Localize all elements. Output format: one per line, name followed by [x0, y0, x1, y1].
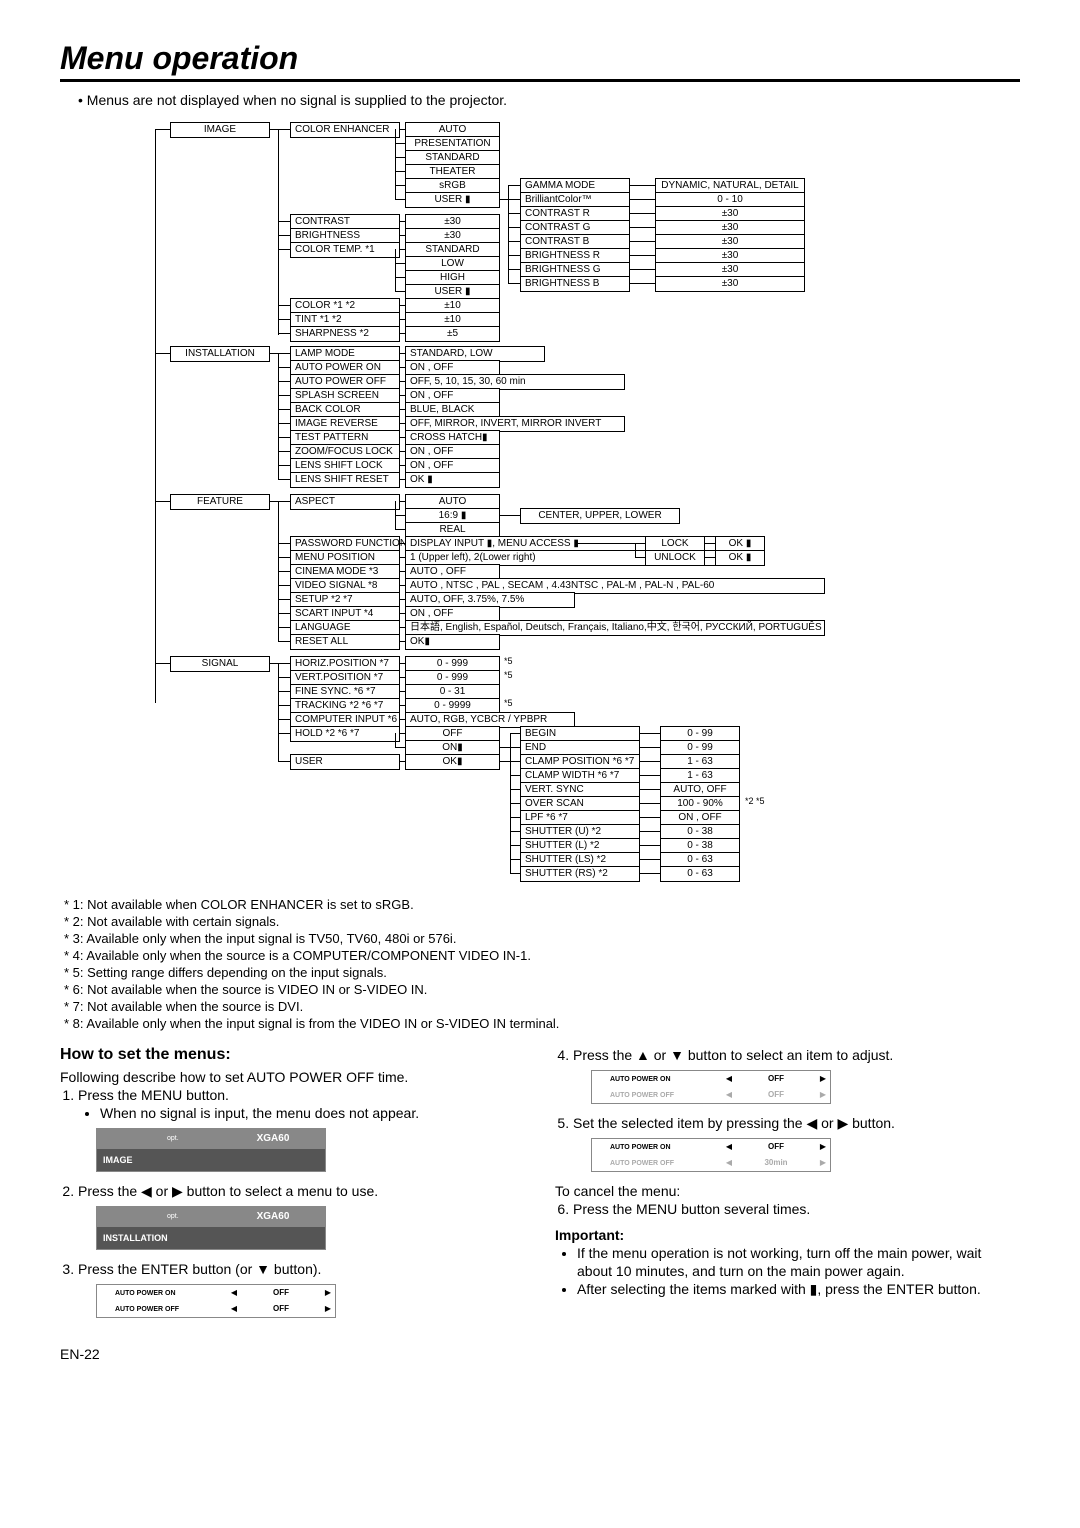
right-column: Press the ▲ or ▼ button to select an ite…	[555, 1046, 1020, 1328]
step-2: Press the ◀ or ▶ button to select a menu…	[78, 1182, 525, 1250]
osd-preview-rows-3: AUTO POWER ON◀OFF▶ AUTO POWER OFF◀30min▶	[591, 1138, 831, 1172]
important-2: After selecting the items marked with ▮,…	[577, 1280, 1020, 1298]
important-heading: Important:	[555, 1226, 1020, 1244]
osd-preview-rows-1: AUTO POWER ON◀OFF▶ AUTO POWER OFF◀OFF▶	[96, 1284, 336, 1318]
page-number: EN-22	[60, 1346, 1020, 1362]
osd-preview-install: opt. XGA60 INSTALLATION	[96, 1206, 326, 1250]
cancel-label: To cancel the menu:	[555, 1182, 1020, 1200]
osd-preview-rows-2: AUTO POWER ON◀OFF▶ AUTO POWER OFF◀OFF▶	[591, 1070, 831, 1104]
step-1-note: When no signal is input, the menu does n…	[100, 1104, 525, 1122]
menu-tree-diagram: IMAGECOLOR ENHANCERAUTOPRESENTATIONSTAND…	[60, 122, 1020, 890]
footnotes: * 1: Not available when COLOR ENHANCER i…	[64, 896, 1020, 1032]
left-column: How to set the menus: Following describe…	[60, 1046, 525, 1328]
howto-intro: Following describe how to set AUTO POWER…	[60, 1068, 525, 1086]
step-4: Press the ▲ or ▼ button to select an ite…	[573, 1046, 1020, 1104]
osd-preview-image: opt. XGA60 IMAGE	[96, 1128, 326, 1172]
step-5: Set the selected item by pressing the ◀ …	[573, 1114, 1020, 1172]
step-6: Press the MENU button several times.	[573, 1200, 1020, 1218]
howto-heading: How to set the menus:	[60, 1046, 525, 1064]
step-1: Press the MENU button. When no signal is…	[78, 1086, 525, 1172]
page-title: Menu operation	[60, 40, 1020, 82]
intro-bullet: • Menus are not displayed when no signal…	[78, 92, 1020, 108]
important-1: If the menu operation is not working, tu…	[577, 1244, 1020, 1280]
step-3: Press the ENTER button (or ▼ button). AU…	[78, 1260, 525, 1318]
